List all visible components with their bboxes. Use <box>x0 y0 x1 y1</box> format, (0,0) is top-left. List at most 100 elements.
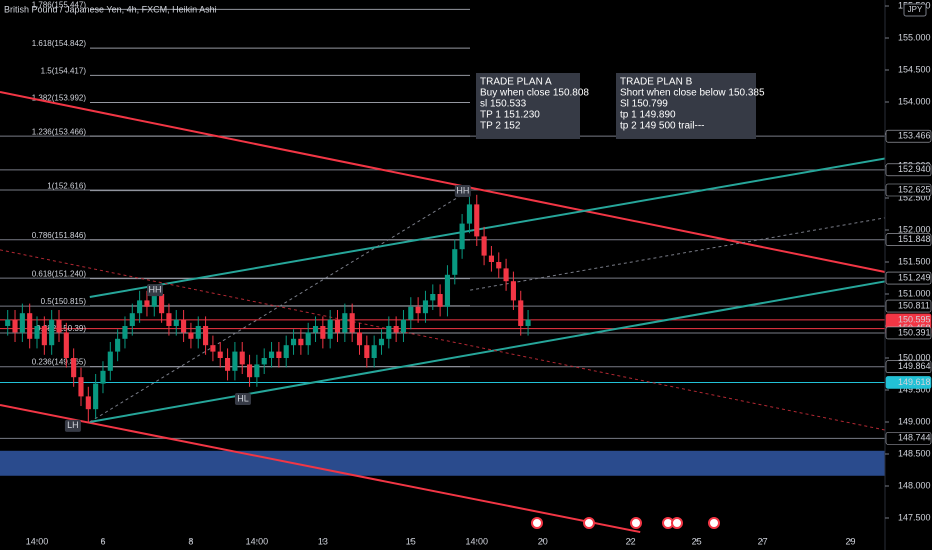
price-level-label: 149.618 <box>898 377 931 387</box>
candle-body <box>12 319 18 333</box>
candle-body <box>342 313 348 333</box>
candle-body <box>41 325 47 346</box>
candle-body <box>444 274 451 307</box>
candle-body <box>422 300 429 314</box>
candle-body <box>49 319 55 346</box>
trade-plan-line: TRADE PLAN B <box>620 77 693 88</box>
candle-body <box>159 293 165 314</box>
annotation-label: HL <box>237 393 249 403</box>
y-tick-label: 147.500 <box>898 512 931 522</box>
annotation-label: LH <box>67 420 79 430</box>
candle-body <box>232 351 238 371</box>
y-tick-label: 150.000 <box>898 352 931 362</box>
trade-plan-line: TP 1 151.230 <box>480 110 540 121</box>
candle-body <box>195 325 201 339</box>
trade-plan-line: tp 2 149 500 trail--- <box>620 121 705 132</box>
price-level-label: 150.811 <box>898 300 930 310</box>
annotation-box <box>64 419 81 432</box>
candle-body <box>415 306 421 314</box>
y-tick-label: 148.500 <box>898 448 931 458</box>
candle-body <box>474 204 480 237</box>
annotation-label: HH <box>149 285 162 295</box>
candle-body <box>268 351 275 358</box>
candle-body <box>63 332 69 358</box>
currency: JPY <box>908 5 923 14</box>
candle-body <box>246 364 253 378</box>
currency-badge <box>903 3 927 17</box>
fib-label: 1(152.616) <box>47 182 86 191</box>
candle-body <box>34 325 40 339</box>
event-icon[interactable] <box>531 517 543 529</box>
x-tick-label: 14:00 <box>465 536 488 546</box>
candle-body <box>378 338 385 346</box>
candle-body <box>203 325 209 346</box>
y-tick-label: 152.000 <box>898 224 931 234</box>
price-level-tag <box>885 299 932 313</box>
price-level-tag <box>885 326 932 340</box>
x-tick-label: 15 <box>406 536 416 546</box>
fib-label: 1.786(155.447) <box>32 1 87 10</box>
candle-body <box>320 325 326 339</box>
y-tick-label: 149.000 <box>898 416 931 426</box>
x-tick-label: 29 <box>846 536 856 546</box>
y-tick-label: 155.000 <box>898 32 931 42</box>
candle-body <box>188 332 194 339</box>
price-level-tag <box>885 233 932 247</box>
trade-plan-box <box>476 73 580 139</box>
candle-body <box>276 351 282 358</box>
candle-body <box>225 357 231 371</box>
zone <box>0 450 885 476</box>
chart-title: British Pound / Japanese Yen, 4h, FXCM, … <box>4 4 217 14</box>
candle-body <box>56 319 62 333</box>
x-tick-label: 13 <box>318 536 328 546</box>
candle-body <box>115 338 121 352</box>
candle-body <box>466 204 472 224</box>
trend-line <box>89 194 463 423</box>
candle-body <box>100 370 106 384</box>
trade-plan-line: Short when close below 150.385 <box>620 88 765 99</box>
candle-body <box>93 383 99 410</box>
y-tick-label: 149.500 <box>898 384 931 394</box>
fib-label: 1.618(154.842) <box>32 39 87 48</box>
price-level-tag <box>885 432 932 445</box>
y-tick-label: 151.500 <box>898 256 931 266</box>
price-level-label: 153.466 <box>898 131 931 141</box>
event-icon[interactable] <box>583 517 595 529</box>
event-icon[interactable] <box>630 517 642 529</box>
trade-plan-line: sl 150.533 <box>480 99 527 110</box>
annotation-box <box>454 184 471 197</box>
candle-body <box>349 313 355 333</box>
candle-body <box>305 332 311 346</box>
y-tick-label: 154.000 <box>898 96 931 106</box>
fib-label: 0.786(151.846) <box>32 231 87 240</box>
y-tick-label: 148.000 <box>898 480 931 490</box>
candle-body <box>334 319 341 333</box>
y-tick-label: 151.000 <box>898 288 931 298</box>
candle-body <box>151 293 157 307</box>
candle-body <box>312 325 319 333</box>
fib-label: 0.236(149.865) <box>32 358 87 367</box>
candle-body <box>496 262 502 269</box>
plot: 14:00 6 8 14:00 13 15 14:00 20 22 25 27 29 1.786(155… <box>0 1 894 546</box>
x-tick-label: 22 <box>626 536 636 546</box>
price-level-label: 151.249 <box>898 272 931 282</box>
annotation-box <box>147 284 164 297</box>
trade-plan-line: TP 2 152 <box>480 121 521 132</box>
x-tick-label: 6 <box>100 536 105 546</box>
candle-body <box>173 319 179 326</box>
fib-label: 0.5(150.815) <box>41 297 87 306</box>
candle-body <box>400 319 407 333</box>
annotation-box <box>234 392 251 405</box>
x-tick-label: 20 <box>538 536 548 546</box>
candle-body <box>85 396 91 410</box>
x-tick-label: 14:00 <box>26 536 49 546</box>
event-icon[interactable] <box>671 517 683 529</box>
candle-body <box>19 313 25 333</box>
candle-body <box>356 332 363 346</box>
event-icon[interactable] <box>708 517 720 529</box>
candle-body <box>430 293 436 301</box>
price-level-tag <box>885 376 932 389</box>
price-level-tag <box>885 129 932 143</box>
price-level-label: 150.595 <box>898 314 931 324</box>
